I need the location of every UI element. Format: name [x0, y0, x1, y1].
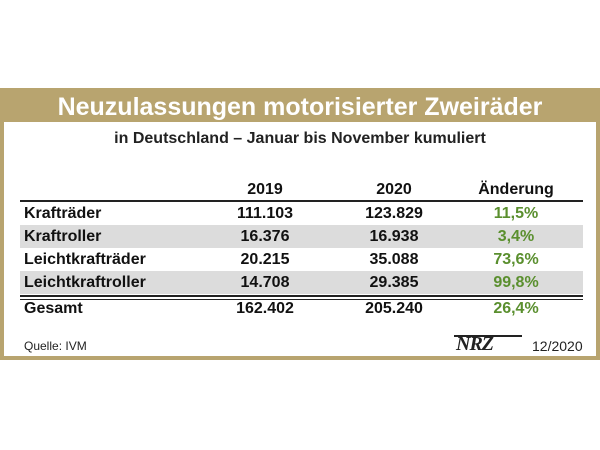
chart-title: Neuzulassungen motorisierter Zweiräder	[4, 92, 596, 122]
nrz-logo-mark: NRZ	[454, 333, 522, 355]
total-rule-bottom	[20, 299, 583, 300]
table-cell: 29.385	[369, 274, 419, 291]
table-cell: 111.103	[236, 205, 294, 222]
total-cell: 162.402	[236, 300, 294, 317]
header-rule	[20, 200, 583, 202]
column-header-2019: 2019	[247, 181, 283, 198]
svg-text:NRZ: NRZ	[455, 333, 494, 353]
change-value: 73,6%	[493, 251, 539, 268]
total-label: Gesamt	[24, 300, 83, 317]
total-rule-top	[20, 295, 583, 297]
table-cell: 16.938	[369, 228, 419, 245]
column-header-2020: 2020	[376, 181, 412, 198]
source-note: Quelle: IVM	[24, 339, 87, 353]
table-cell: 35.088	[369, 251, 419, 268]
row-label: Leichtkraftroller	[24, 274, 146, 291]
infographic-card: Neuzulassungen motorisierter Zweiräder i…	[0, 88, 600, 360]
total-cell: 205.240	[365, 300, 423, 317]
row-band	[20, 271, 583, 294]
change-value: 99,8%	[493, 274, 539, 291]
table-cell: 16.376	[240, 228, 290, 245]
column-header-aenderung: Änderung	[478, 181, 554, 198]
table-cell: 123.829	[365, 205, 423, 222]
table-cell: 14.708	[240, 274, 290, 291]
row-label: Leichtkrafträder	[24, 251, 146, 268]
publication-date: 12/2020	[532, 338, 583, 354]
nrz-logo: NRZ	[454, 333, 526, 358]
row-band	[20, 225, 583, 248]
total-change-value: 26,4%	[493, 300, 539, 317]
table-cell: 20.215	[240, 251, 290, 268]
row-label: Krafträder	[24, 205, 102, 222]
change-value: 3,4%	[497, 228, 535, 245]
change-value: 11,5%	[493, 205, 539, 222]
chart-subtitle: in Deutschland – Januar bis November kum…	[114, 130, 486, 147]
row-label: Kraftroller	[24, 228, 102, 245]
